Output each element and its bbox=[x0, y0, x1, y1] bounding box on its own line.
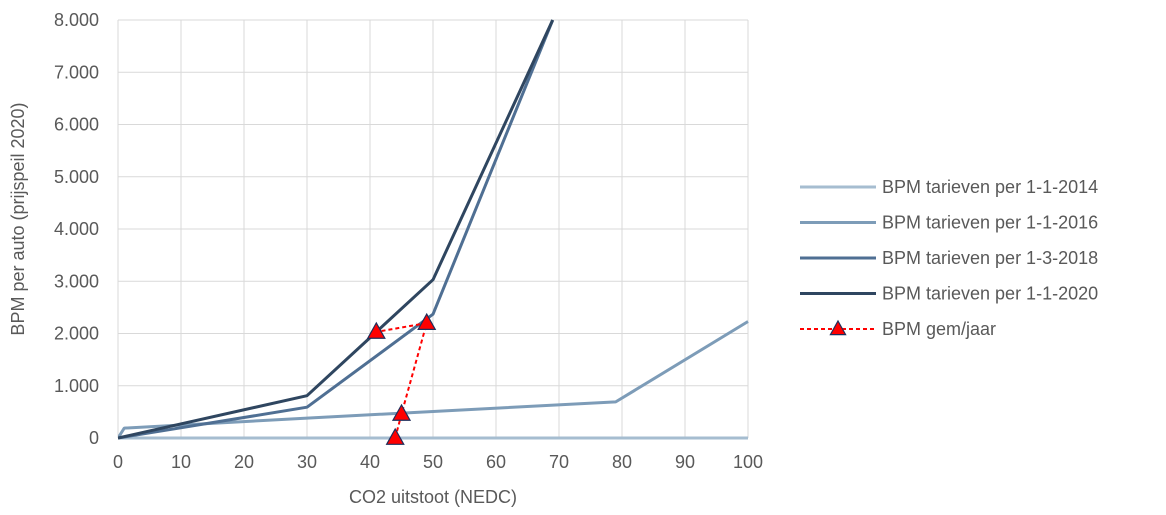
x-tick-label: 100 bbox=[733, 452, 763, 472]
x-tick-label: 50 bbox=[423, 452, 443, 472]
x-tick-label: 30 bbox=[297, 452, 317, 472]
data-point-marker bbox=[366, 321, 386, 339]
x-tick-label: 90 bbox=[675, 452, 695, 472]
y-tick-label: 8.000 bbox=[54, 10, 99, 30]
data-point-marker bbox=[385, 427, 405, 445]
y-tick-label: 2.000 bbox=[54, 324, 99, 344]
legend-label: BPM tarieven per 1-1-2014 bbox=[882, 177, 1098, 197]
legend-label: BPM tarieven per 1-1-2020 bbox=[882, 284, 1098, 304]
x-tick-label: 0 bbox=[113, 452, 123, 472]
data-point-marker bbox=[417, 312, 437, 330]
x-axis-ticks: 0 10 20 30 40 50 60 70 80 90 100 bbox=[113, 452, 763, 472]
x-tick-label: 20 bbox=[234, 452, 254, 472]
x-axis-title: CO2 uitstoot (NEDC) bbox=[349, 487, 517, 507]
marker-group bbox=[366, 312, 437, 445]
series-line-1 bbox=[118, 320, 749, 439]
legend-label: BPM gem/jaar bbox=[882, 319, 996, 339]
y-tick-label: 5.000 bbox=[54, 167, 99, 187]
series-line-4 bbox=[376, 322, 428, 439]
y-tick-label: 7.000 bbox=[54, 62, 99, 82]
x-tick-label: 10 bbox=[171, 452, 191, 472]
gridlines bbox=[117, 19, 749, 439]
y-axis-title: BPM per auto (prijspeil 2020) bbox=[8, 102, 28, 335]
legend-marker bbox=[829, 319, 847, 336]
y-tick-label: 0 bbox=[89, 428, 99, 448]
y-tick-label: 4.000 bbox=[54, 219, 99, 239]
legend-label: BPM tarieven per 1-3-2018 bbox=[882, 248, 1098, 268]
legend: BPM tarieven per 1-1-2014 BPM tarieven pe… bbox=[800, 177, 1098, 339]
y-axis-ticks: 0 1.000 2.000 3.000 4.000 5.000 6.000 7.000 8.00… bbox=[54, 10, 99, 448]
series-line-2 bbox=[118, 19, 555, 440]
x-tick-label: 60 bbox=[486, 452, 506, 472]
x-tick-label: 80 bbox=[612, 452, 632, 472]
y-tick-label: 3.000 bbox=[54, 271, 99, 291]
data-point-marker bbox=[391, 403, 412, 421]
x-tick-label: 40 bbox=[360, 452, 380, 472]
x-tick-label: 70 bbox=[549, 452, 569, 472]
y-tick-label: 1.000 bbox=[54, 376, 99, 396]
legend-label: BPM tarieven per 1-1-2016 bbox=[882, 213, 1098, 233]
y-tick-label: 6.000 bbox=[54, 115, 99, 135]
